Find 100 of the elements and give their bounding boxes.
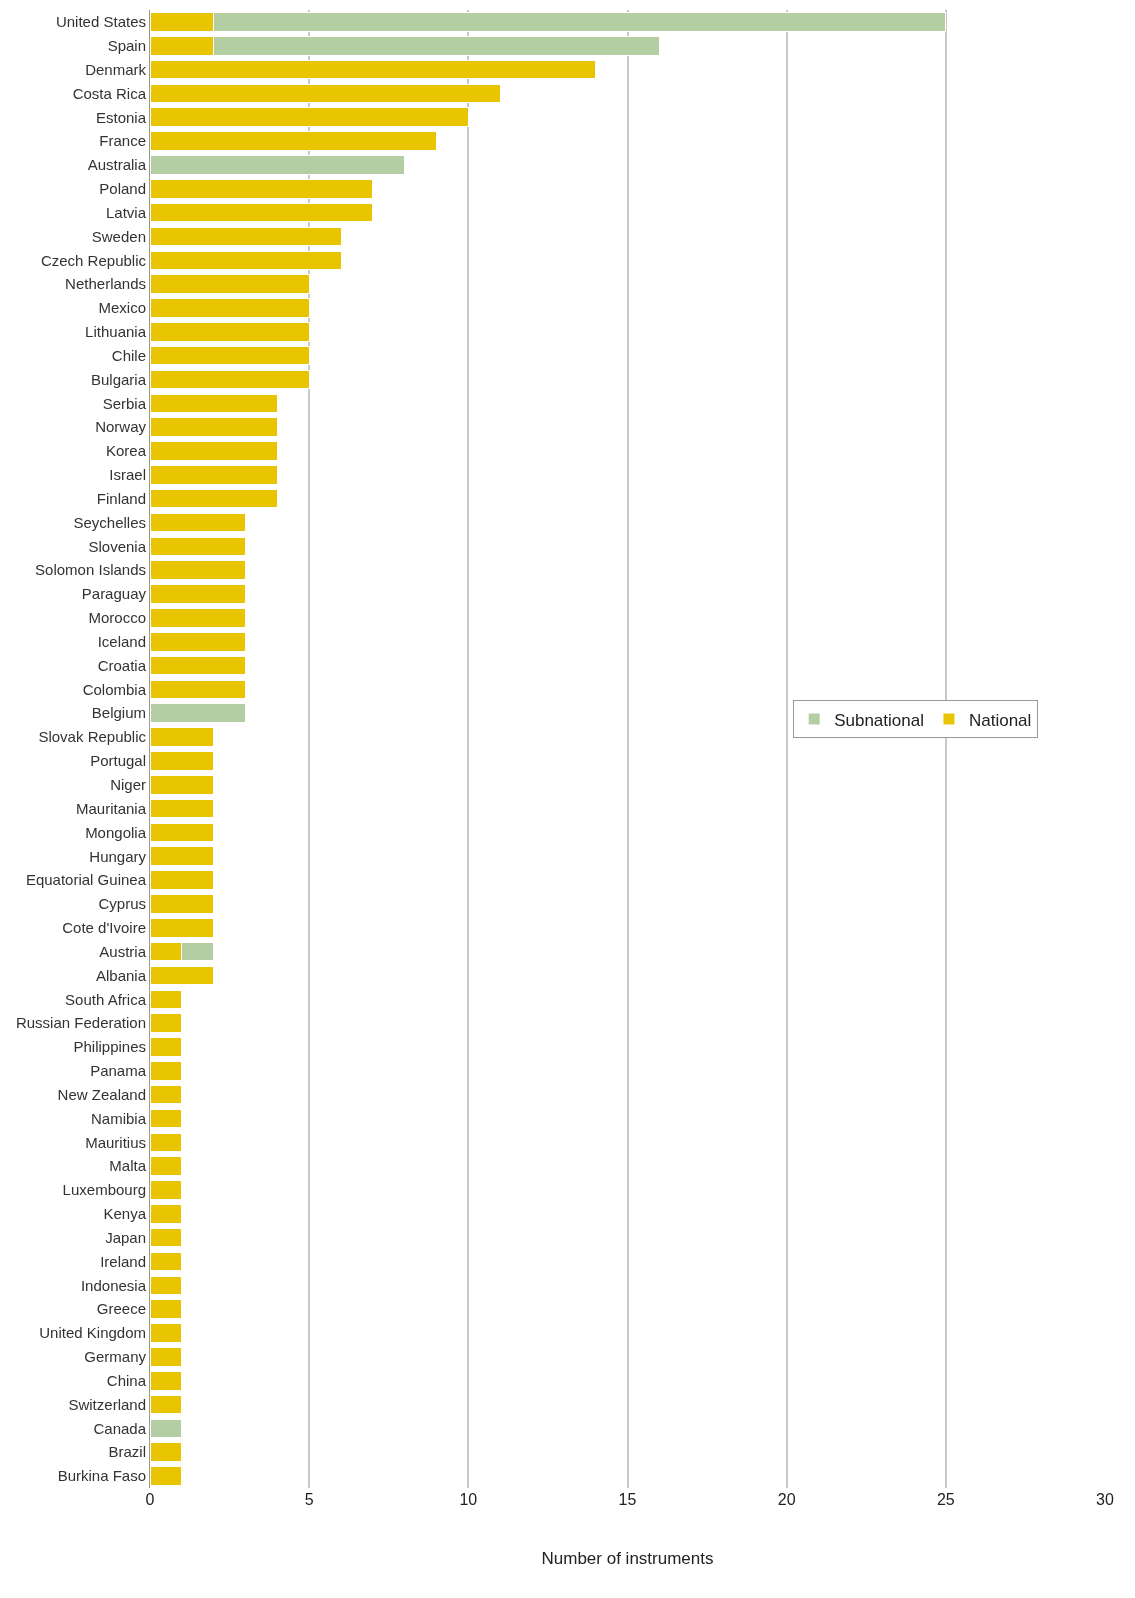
y-tick-label: Indonesia [80,1276,147,1294]
bar [150,1251,183,1272]
y-tick-label: Philippines [73,1038,146,1056]
bar [150,1442,183,1463]
bar [150,1323,183,1343]
y-tick-label: United Kingdom [39,1324,146,1342]
bar [150,1466,183,1486]
bar [150,178,374,199]
bar [150,298,310,318]
y-tick-label: Switzerland [68,1395,146,1413]
y-tick-label: Lithuania [85,323,147,341]
bar [150,202,374,223]
y-tick-label: Korea [105,442,147,460]
bar [150,751,215,771]
bar [150,894,215,914]
bar [150,465,278,485]
bar [150,655,246,676]
bar [150,107,469,128]
y-tick-label: Equatorial Guinea [25,871,147,889]
bar [150,1013,183,1033]
y-tick-label: Luxembourg [62,1181,146,1199]
y-tick-label: China [106,1371,147,1389]
bar [150,798,215,819]
bar [150,155,406,175]
bar [150,1394,183,1415]
bar [150,560,246,581]
bar [150,631,246,652]
y-tick-label: Spain [107,37,146,55]
y-tick-label: Latvia [105,203,147,221]
y-tick-label: Niger [110,776,146,794]
x-tick-label: 0 [145,1491,155,1508]
bar [150,1108,183,1129]
y-tick-label: Israel [109,466,146,484]
bar [150,83,501,104]
y-tick-label: Germany [84,1348,147,1366]
bar [150,608,246,628]
y-tick-label: United States [55,13,146,31]
bar [150,131,437,151]
bar [150,989,183,1010]
y-tick-label: Norway [95,418,147,436]
y-tick-label: Canada [93,1419,147,1437]
y-tick-label: Solomon Islands [35,561,146,579]
bar [150,226,342,247]
y-tick-label: Mongolia [85,823,147,841]
y-tick-label: Sweden [91,227,146,245]
y-tick-label: Serbia [102,394,147,412]
x-tick-label: 20 [777,1491,796,1508]
y-tick-label: Portugal [90,752,146,770]
y-tick-label: Colombia [82,680,147,698]
bar [150,703,246,724]
bar [150,870,215,890]
y-tick-label: Albania [95,966,147,984]
y-tick-label: Estonia [95,108,147,126]
y-tick-label: Cote d'Ivoire [62,919,146,937]
bar [150,1156,183,1176]
bar [150,274,310,294]
x-axis-title: Number of instruments [541,1549,714,1569]
y-tick-label: Denmark [85,60,147,78]
y-tick-label: Costa Rica [72,84,147,102]
y-tick-label: Ireland [100,1252,146,1270]
y-tick-label: Russian Federation [15,1014,146,1032]
x-tick-label: 15 [618,1491,637,1508]
y-tick-label: Kenya [103,1205,147,1223]
bar [150,345,310,366]
bar [150,1037,183,1057]
y-tick-label: Slovak Republic [38,728,147,746]
y-tick-label: Seychelles [73,513,146,531]
y-tick-label: Greece [96,1300,146,1318]
y-tick-label: Bulgaria [90,370,147,388]
bar [150,369,310,390]
bar [150,512,246,533]
x-tick-label: 25 [936,1491,955,1508]
bar [150,917,215,938]
bar [150,393,278,414]
bar [150,1132,183,1153]
bar [150,59,597,80]
bar [150,1084,183,1105]
legend-label: National [968,710,1032,730]
bar [150,1275,183,1296]
y-tick-label: Australia [87,156,147,174]
y-tick-label: Netherlands [65,275,146,293]
y-tick-label: Mexico [98,299,146,317]
y-tick-label: Finland [96,489,146,507]
bar [150,774,215,795]
y-tick-label: Cyprus [98,895,146,913]
bar [150,250,342,271]
bar [150,965,215,986]
y-tick-label: Austria [99,942,147,960]
x-tick-label: 5 [304,1491,314,1508]
y-tick-label: Chile [111,346,146,364]
y-tick-label: Croatia [97,656,147,674]
bar [150,679,246,700]
bar [150,1204,183,1224]
y-tick-label: Burkina Faso [57,1467,146,1485]
y-tick-label: Czech Republic [40,251,147,269]
bar [150,846,215,867]
y-tick-label: France [99,132,146,150]
y-tick-label: Paraguay [81,585,147,603]
bar [150,441,278,461]
y-tick-label: Brazil [108,1443,146,1461]
